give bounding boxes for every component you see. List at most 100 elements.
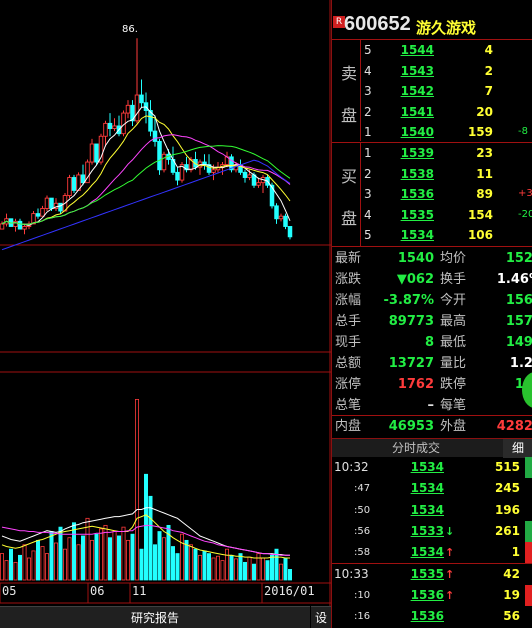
candle-body	[80, 174, 86, 184]
level-volume: 2	[484, 63, 493, 78]
volume-bar	[134, 399, 139, 581]
tick-time: 10:33	[334, 566, 369, 581]
stat-value-2: 1570	[505, 314, 532, 329]
stats-divider	[332, 246, 532, 247]
volume-bar	[13, 561, 18, 581]
candle-body	[94, 143, 99, 163]
tick-price: 1534	[410, 481, 444, 496]
sell-level-row[interactable]: 3 1542 7	[332, 81, 532, 101]
volume-bar	[148, 495, 153, 581]
candle-body	[40, 207, 45, 217]
level-price[interactable]: 1538	[400, 166, 434, 181]
candle-body	[103, 122, 108, 137]
tick-row[interactable]: :47 1534 245	[332, 478, 532, 499]
tick-volume: 19	[503, 587, 520, 602]
settings-tab-label: 设	[314, 611, 327, 625]
candle-body	[67, 177, 72, 197]
tick-row[interactable]: 10:33 1535 ↑ 42	[332, 564, 532, 585]
sell-level-row[interactable]: 5 1544 4	[332, 40, 532, 60]
up-arrow-icon: ↑	[445, 567, 455, 581]
stat-label: 总笔	[335, 398, 362, 413]
buy-level-row[interactable]: 3 1536 89 +3	[332, 184, 532, 204]
level-number: 2	[364, 166, 372, 181]
peak-price-label: 86.	[122, 24, 138, 35]
candle-body	[256, 182, 261, 186]
candle-body	[287, 226, 293, 238]
kline-chart-svg[interactable]	[0, 0, 331, 628]
candle-body	[22, 226, 27, 230]
tick-volume: 196	[494, 502, 520, 517]
volume-bar	[117, 535, 122, 581]
level-price[interactable]: 1544	[400, 43, 434, 57]
volume-bar	[54, 542, 59, 581]
ma10-line	[1, 115, 291, 225]
date-label-2016: 2016/01	[264, 584, 315, 598]
tick-row[interactable]: 10:32 1534 515	[332, 457, 532, 478]
volume-bar	[45, 553, 50, 581]
level-price[interactable]: 1539	[400, 146, 434, 160]
stat-label: 涨停	[335, 377, 362, 392]
level-volume: 11	[476, 166, 493, 181]
volume-bar	[157, 531, 162, 581]
stat-value-2: 1529	[505, 251, 532, 266]
buy-level-row[interactable]: 2 1538 11	[332, 164, 532, 184]
level-price[interactable]: 1541	[400, 104, 434, 119]
volume-bar	[220, 560, 225, 581]
research-report-tab[interactable]: 研究报告	[0, 606, 310, 628]
tick-price: 1535	[410, 566, 444, 581]
stock-name[interactable]: 游久游戏	[416, 19, 477, 37]
level-volume: 4	[484, 43, 493, 57]
tick-flag-marker	[525, 584, 532, 606]
sell-level-row[interactable]: 1 1540 159 -8	[332, 122, 532, 142]
buy-level-row[interactable]: 5 1534 106	[332, 225, 532, 245]
stat-value-2: 42820	[496, 419, 532, 434]
sell-level-row[interactable]: 4 1543 2	[332, 61, 532, 81]
tick-price: 1536	[410, 609, 444, 624]
tick-row[interactable]: :10 1536 ↑ 19	[332, 584, 532, 606]
tick-row[interactable]: :16 1536 56	[332, 606, 532, 627]
level-price[interactable]: 1540	[400, 125, 434, 140]
ticks-detail-button[interactable]: 细	[503, 439, 532, 458]
level-volume: 106	[467, 228, 493, 243]
stats-separator	[332, 415, 532, 416]
sell-level-row[interactable]: 2 1541 20	[332, 102, 532, 122]
volume-bar	[17, 554, 22, 581]
stat-value-2: 1.28	[509, 356, 532, 371]
ticks-title[interactable]: 分时成交	[391, 441, 440, 455]
tick-flag-marker	[525, 542, 532, 564]
level-price[interactable]: 1543	[400, 63, 434, 78]
stat-value: 89773	[388, 314, 434, 329]
settings-tab[interactable]: 设	[311, 606, 331, 628]
level-price[interactable]: 1535	[400, 207, 434, 222]
tick-price: 1536	[410, 587, 444, 602]
candle-body	[247, 174, 252, 178]
kline-chart-panel[interactable]: 86. 05 06 11 2016/01 研究报告 设	[0, 0, 331, 628]
volume-bar	[130, 533, 135, 581]
stat-label-2: 最高	[440, 314, 467, 329]
buy-level-row[interactable]: 1 1539 23	[332, 143, 532, 163]
volume-bar	[211, 557, 216, 581]
tick-row[interactable]: :56 1533 ↓ 261	[332, 520, 532, 542]
candle-body	[139, 94, 144, 104]
tick-volume: 515	[494, 460, 520, 474]
stock-code[interactable]: 600652	[344, 13, 411, 35]
stats-row: 内盘 46953 外盘 42820	[332, 416, 532, 437]
date-label-05: 05	[2, 584, 17, 598]
level-price[interactable]: 1542	[400, 84, 434, 99]
stat-label: 现手	[335, 335, 362, 350]
status-dot-icon[interactable]	[522, 372, 532, 408]
stat-label-2: 均价	[440, 251, 467, 266]
stat-label-2: 最低	[440, 335, 467, 350]
buy-level-row[interactable]: 4 1535 154 -20	[332, 205, 532, 225]
level-price[interactable]: 1534	[400, 228, 434, 243]
candle-body	[13, 220, 18, 227]
buy-char-2: 盘	[341, 209, 358, 228]
level-price[interactable]: 1536	[400, 187, 434, 202]
stat-value: –	[427, 398, 435, 413]
tick-row[interactable]: :58 1534 ↑ 1	[332, 542, 532, 564]
stats-row: 总手 89773 最高 1570	[332, 311, 532, 332]
tick-row[interactable]: :50 1534 196	[332, 500, 532, 521]
volume-bars-group	[0, 399, 292, 581]
stat-value-2: 1.46%	[496, 272, 532, 287]
buy-side-divider	[360, 142, 361, 246]
